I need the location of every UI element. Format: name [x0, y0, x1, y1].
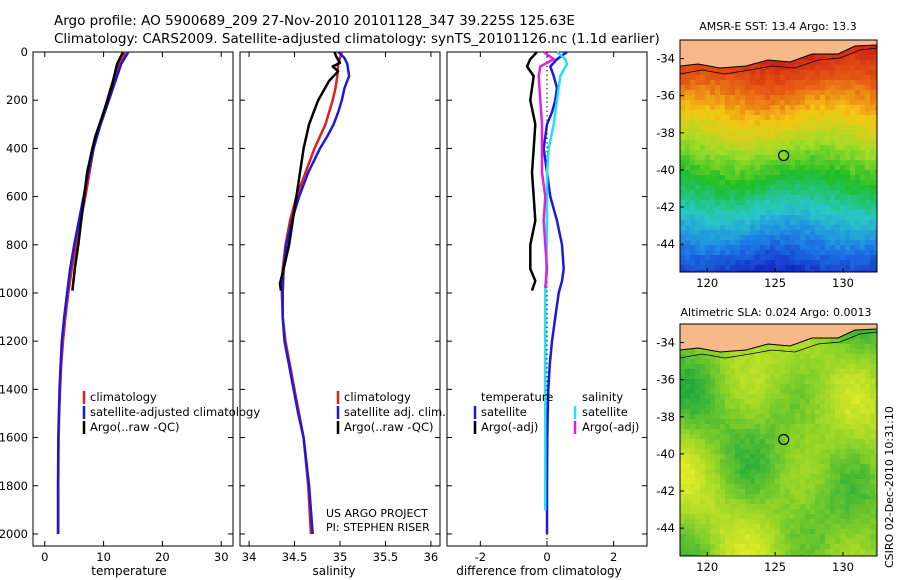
map-x-tick-label: 125: [764, 276, 786, 290]
map-x-tick-label: 120: [696, 276, 718, 290]
y-tick-label: 1000: [0, 286, 28, 300]
y-tick-label: 2000: [0, 527, 28, 541]
y-tick-label: 200: [6, 93, 28, 107]
series-line-argo-raw-qc: [71, 51, 125, 291]
map-frame: [679, 39, 878, 273]
legend-salinity-heading: salinity: [582, 390, 623, 404]
legend-argo: Argo(..raw -QC): [90, 420, 180, 434]
y-tick-label: 1600: [0, 431, 28, 445]
map-y-tick-label: -40: [656, 163, 675, 177]
temperature-axis-label: temperature: [91, 564, 166, 578]
series-line-argo-adj: [525, 51, 538, 292]
difference-legend: temperature satellite Argo(-adj) salinit…: [473, 390, 639, 434]
legend-temp-satellite: satellite: [481, 405, 527, 419]
series-line-satellite-adjusted-climatology: [56, 51, 130, 534]
coastline-land: [680, 40, 877, 69]
y-tick-label: 600: [6, 190, 28, 204]
series-line-argo-raw-qc: [278, 51, 342, 291]
x-tick-label: 30: [214, 550, 229, 564]
legend-satellite-adjusted: satellite-adjusted climatology: [90, 405, 260, 419]
bathymetry-contour: [680, 47, 877, 75]
sst-heatmap-cells: [680, 40, 877, 272]
x-tick-label: 20: [155, 550, 170, 564]
map-y-tick-label: -38: [656, 126, 675, 140]
map-y-tick-label: -42: [656, 200, 675, 214]
legend-satellite-adj: satellite adj. clim.: [344, 405, 446, 419]
map-y-tick-label: -42: [656, 484, 675, 498]
x-tick-label: 34: [242, 550, 257, 564]
x-tick-label: 2: [610, 550, 617, 564]
map-x-tick-label: 125: [764, 560, 786, 574]
sla-map-title: Altimetric SLA: 0.024 Argo: 0.0013: [680, 306, 871, 319]
figure-title-line2: Climatology: CARS2009. Satellite-adjuste…: [54, 31, 660, 47]
profile-panel-2: 34 34.5 35 35.5 36: [240, 51, 440, 564]
timestamp-stamp: CSIRO 02-Dec-2010 10:31:10: [883, 406, 896, 568]
temperature-legend: climatology satellite-adjusted climatolo…: [82, 390, 260, 434]
sla-map: 120 125 130 -34 -36 -38 -40 -42 -44: [656, 323, 878, 574]
profile-panel-3: -2 0 2: [447, 50, 647, 564]
series-line-satellite: [544, 51, 569, 510]
map-y-tick-label: -36: [656, 373, 675, 387]
credit-line-2: PI: STEPHEN RISER: [326, 521, 430, 534]
legend-temperature-heading: temperature: [481, 390, 553, 404]
map-y-tick-label: -36: [656, 89, 675, 103]
series-line-satellite: [542, 50, 568, 534]
x-tick-label: 10: [96, 550, 111, 564]
bathymetry-contour: [680, 331, 877, 359]
legend-sal-argo: Argo(-adj): [582, 420, 639, 434]
legend-sal-satellite: satellite: [582, 405, 628, 419]
map-x-tick-label: 120: [696, 560, 718, 574]
legend-climatology: climatology: [344, 390, 411, 404]
map-y-tick-label: -40: [656, 447, 675, 461]
coastline-land: [680, 324, 877, 353]
y-tick-label: 400: [6, 141, 28, 155]
y-tick-label: 1800: [0, 479, 28, 493]
difference-axis-label: difference from climatology: [456, 564, 622, 578]
sst-map: 120 125 130 -34 -36 -38 -40 -42 -44: [656, 39, 878, 290]
figure-title-line1: Argo profile: AO 5900689_209 27-Nov-2010…: [54, 13, 575, 29]
map-y-tick-label: -38: [656, 410, 675, 424]
sst-map-title: AMSR-E SST: 13.4 Argo: 13.3: [699, 20, 857, 33]
x-tick-label: 35: [333, 550, 348, 564]
x-tick-label: 34.5: [282, 550, 308, 564]
x-tick-label: 35.5: [373, 550, 399, 564]
x-tick-label: 0: [41, 550, 48, 564]
x-tick-label: -2: [475, 550, 486, 564]
argo-float-position-marker: [778, 433, 790, 446]
salinity-axis-label: salinity: [312, 564, 355, 578]
map-y-tick-label: -34: [656, 52, 675, 66]
map-x-tick-label: 130: [832, 276, 854, 290]
y-tick-label: 800: [6, 238, 28, 252]
salinity-legend: climatology satellite adj. clim. Argo(..…: [336, 390, 446, 434]
map-y-tick-label: -44: [656, 237, 675, 251]
legend-climatology: climatology: [90, 390, 157, 404]
sla-heatmap-cells: [680, 324, 877, 556]
y-tick-label: 1400: [0, 382, 28, 396]
map-x-tick-label: 130: [832, 560, 854, 574]
x-tick-label: 36: [424, 550, 439, 564]
credit-line-1: US ARGO PROJECT: [326, 507, 428, 520]
y-tick-label: 0: [21, 45, 28, 59]
map-y-tick-label: -34: [656, 336, 675, 350]
temperature-plot-frame: [32, 51, 234, 547]
y-tick-label: 1200: [0, 334, 28, 348]
map-y-tick-label: -44: [656, 521, 675, 535]
x-tick-label: 0: [543, 550, 550, 564]
legend-argo: Argo(..raw -QC): [344, 420, 434, 434]
legend-temp-argo: Argo(-adj): [481, 420, 538, 434]
map-frame: [679, 323, 878, 557]
series-line-argo-adj: [537, 50, 555, 289]
profile-panel-1: 0 10 20 30 0 200 400 600 800 1000 1200 1400 1600 1800…: [0, 45, 233, 564]
salinity-plot-frame: [239, 51, 441, 547]
argo-float-position-marker: [778, 149, 790, 162]
